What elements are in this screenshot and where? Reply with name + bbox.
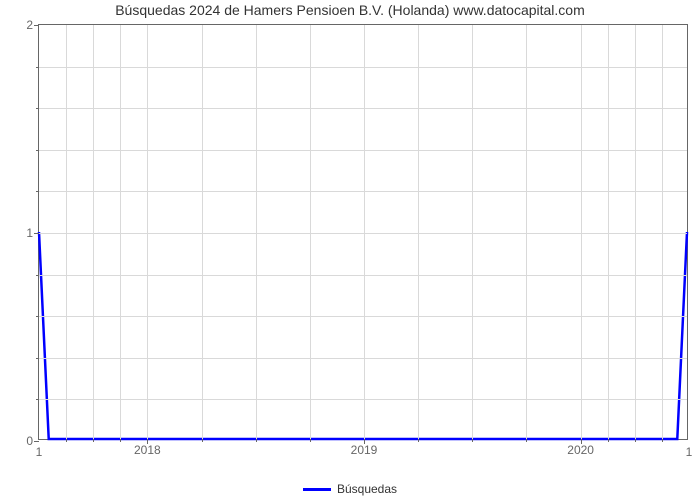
- x-end-label-left: 1: [36, 445, 43, 459]
- grid-line-vertical: [364, 25, 365, 439]
- grid-line-horizontal-minor: [39, 275, 687, 276]
- grid-line-horizontal: [39, 233, 687, 234]
- grid-line-vertical-minor: [66, 25, 67, 439]
- plot-area: 01220182019202011: [38, 24, 688, 440]
- grid-line-vertical-minor: [526, 25, 527, 439]
- y-tick-mark: [34, 233, 39, 234]
- x-tick-mark-minor: [662, 439, 663, 442]
- grid-line-vertical-minor: [120, 25, 121, 439]
- chart-title: Búsquedas 2024 de Hamers Pensioen B.V. (…: [0, 2, 700, 18]
- x-end-label-right: 1: [686, 445, 693, 459]
- grid-line-vertical-minor: [608, 25, 609, 439]
- y-tick-mark-minor: [36, 108, 39, 109]
- grid-line-horizontal-minor: [39, 150, 687, 151]
- x-tick-mark-minor: [635, 439, 636, 442]
- y-tick-mark-minor: [36, 358, 39, 359]
- grid-line-horizontal-minor: [39, 191, 687, 192]
- y-tick-mark: [34, 441, 39, 442]
- grid-line-vertical-minor: [662, 25, 663, 439]
- legend-label: Búsquedas: [337, 482, 397, 496]
- y-tick-mark-minor: [36, 275, 39, 276]
- x-tick-mark-minor: [202, 439, 203, 442]
- x-tick-mark-minor: [120, 439, 121, 442]
- grid-line-horizontal-minor: [39, 316, 687, 317]
- x-tick-mark: [364, 439, 365, 444]
- x-tick-mark-minor: [526, 439, 527, 442]
- data-series-line: [39, 25, 687, 439]
- grid-line-horizontal-minor: [39, 399, 687, 400]
- x-tick-mark: [581, 439, 582, 444]
- grid-line-vertical-minor: [93, 25, 94, 439]
- grid-line-horizontal-minor: [39, 67, 687, 68]
- x-tick-mark-minor: [472, 439, 473, 442]
- grid-line-vertical: [147, 25, 148, 439]
- y-tick-mark-minor: [36, 150, 39, 151]
- grid-line-vertical-minor: [472, 25, 473, 439]
- legend: Búsquedas: [0, 481, 700, 496]
- grid-line-vertical-minor: [635, 25, 636, 439]
- y-tick-mark-minor: [36, 316, 39, 317]
- x-tick-mark-minor: [418, 439, 419, 442]
- grid-line-vertical-minor: [256, 25, 257, 439]
- grid-line-vertical-minor: [418, 25, 419, 439]
- x-tick-mark-minor: [608, 439, 609, 442]
- chart-container: Búsquedas 2024 de Hamers Pensioen B.V. (…: [0, 0, 700, 500]
- grid-line-vertical-minor: [202, 25, 203, 439]
- grid-line-vertical: [581, 25, 582, 439]
- y-tick-mark-minor: [36, 399, 39, 400]
- legend-swatch: [303, 488, 331, 491]
- grid-line-horizontal-minor: [39, 358, 687, 359]
- x-tick-mark-minor: [310, 439, 311, 442]
- x-tick-mark-minor: [66, 439, 67, 442]
- x-tick-mark: [147, 439, 148, 444]
- y-tick-mark: [34, 25, 39, 26]
- y-tick-mark-minor: [36, 67, 39, 68]
- y-tick-mark-minor: [36, 191, 39, 192]
- grid-line-vertical-minor: [310, 25, 311, 439]
- x-tick-mark-minor: [256, 439, 257, 442]
- grid-line-horizontal-minor: [39, 108, 687, 109]
- x-tick-mark-minor: [93, 439, 94, 442]
